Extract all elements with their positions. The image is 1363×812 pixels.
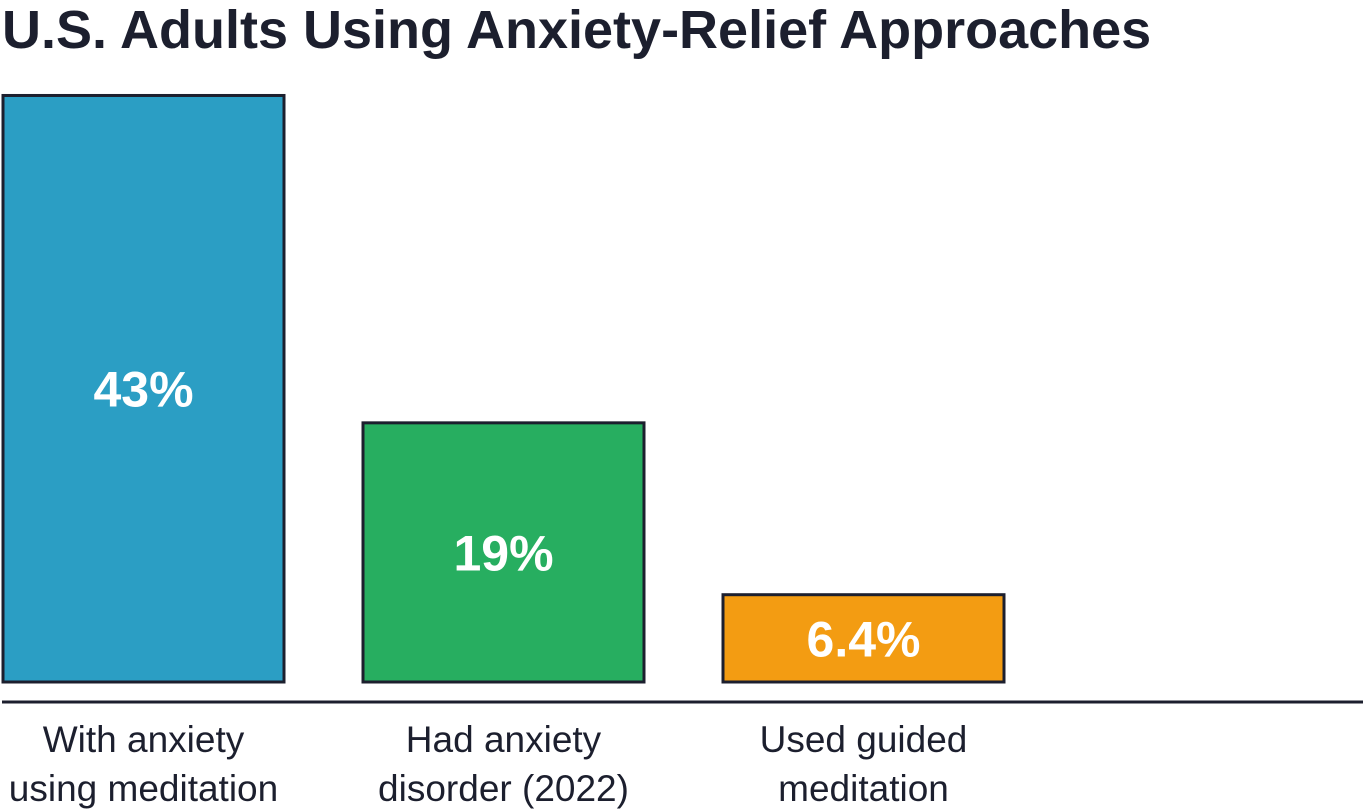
bar-2	[361, 421, 646, 684]
category-label-2-line-1: Had anxiety	[406, 719, 602, 760]
bar-value-label-1: 43%	[93, 362, 193, 418]
chart-title: U.S. Adults Using Anxiety-Relief Approac…	[2, 0, 1151, 60]
category-label-2-line-2: disorder (2022)	[378, 768, 629, 809]
category-label-1-line-2: using meditation	[9, 768, 278, 809]
category-labels-layer: With anxiety using meditation Had anxiety d…	[9, 719, 968, 809]
bar-1	[1, 93, 286, 684]
bar-value-label-2: 19%	[453, 525, 553, 581]
bar-3	[721, 593, 1006, 684]
category-label-3-line-1: Used guided	[760, 719, 968, 760]
bars-layer: 43% 19% 6.4%	[1, 93, 1006, 684]
category-label-3-line-2: meditation	[778, 768, 949, 809]
category-label-1-line-1: With anxiety	[43, 719, 245, 760]
bar-value-label-3: 6.4%	[807, 611, 921, 667]
